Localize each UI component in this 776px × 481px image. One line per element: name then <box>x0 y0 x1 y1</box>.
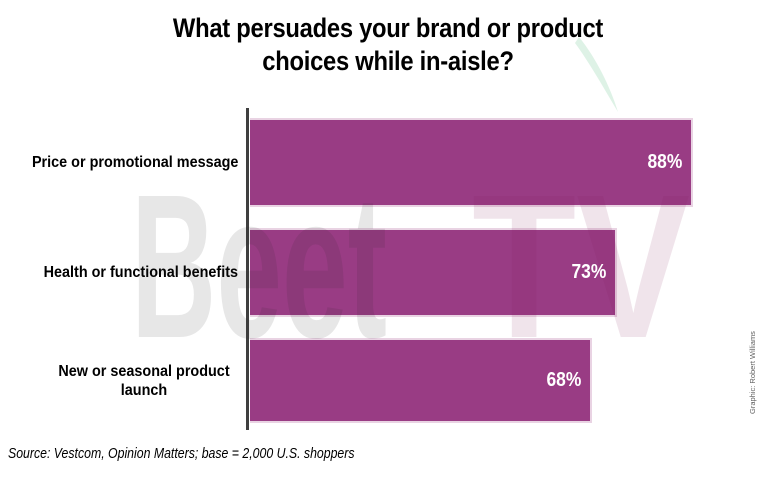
bar: 68% <box>250 338 592 423</box>
category-label-text: New or seasonal product launch <box>58 362 230 399</box>
y-axis-line <box>246 108 249 430</box>
source-note: Source: Vestcom, Opinion Matters; base =… <box>8 445 355 462</box>
bar-value-label: 68% <box>546 369 582 391</box>
bar-value-label: 73% <box>571 261 607 283</box>
category-label-text: Price or promotional message <box>31 154 238 171</box>
bar: 88% <box>250 118 693 207</box>
category-label: Health or functional benefits <box>0 228 238 317</box>
credit-note: Graphic: Robert Williams <box>748 331 757 414</box>
title-line-1: What persuades your brand or product <box>172 13 604 43</box>
bar: 73% <box>250 228 617 317</box>
category-label-text: Health or functional benefits <box>43 264 238 281</box>
page-title: What persuades your brand or product cho… <box>47 12 730 78</box>
bar-value-label: 88% <box>647 151 683 173</box>
category-label: New or seasonal product launch <box>0 338 238 423</box>
title-line-2: choices while in-aisle? <box>262 46 514 76</box>
category-label: Price or promotional message <box>0 118 238 207</box>
